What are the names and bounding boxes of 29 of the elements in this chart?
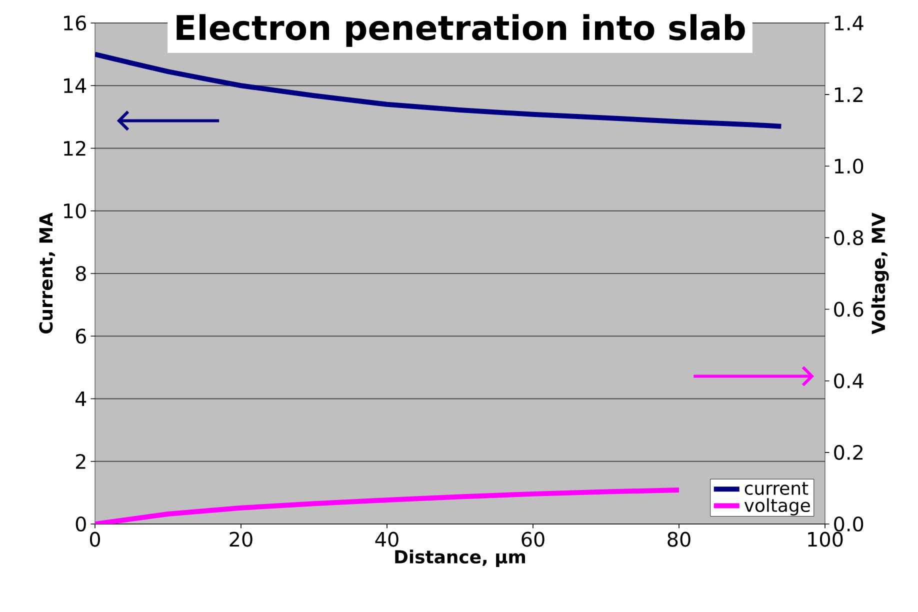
legend-label: current — [744, 482, 808, 495]
y-tick-label: 6 — [76, 328, 86, 344]
x-tick-label: 40 — [375, 532, 398, 547]
y2-tick-label: 1.0 — [834, 158, 864, 174]
y-axis-title: Current, MA — [39, 212, 56, 334]
y-tick-label: 0 — [76, 516, 86, 532]
y2-tick-label: 0.6 — [834, 302, 864, 317]
x-tick-label: 80 — [668, 532, 690, 547]
y2-tick-label: 0.8 — [834, 230, 864, 246]
legend-label: voltage — [744, 498, 810, 516]
chart-title: Electron penetration into slab — [176, 14, 745, 47]
y2-tick-label: 1.2 — [834, 87, 862, 102]
x-tick-label: 60 — [522, 532, 544, 547]
y-tick-label: 12 — [64, 140, 86, 156]
x-axis-title: Distance, µm — [395, 550, 526, 568]
y-tick-label: 10 — [64, 203, 86, 218]
y2-tick-label: 0.0 — [834, 516, 864, 532]
y-tick-label: 16 — [64, 15, 86, 31]
y2-axis-title: Voltage, MV — [871, 212, 889, 334]
y-tick-label: 2 — [76, 454, 86, 469]
y2-tick-label: 0.2 — [834, 444, 862, 460]
y-tick-label: 4 — [76, 391, 86, 406]
y-tick-label: 8 — [76, 266, 86, 282]
x-tick-label: 0 — [90, 532, 100, 547]
y2-tick-label: 1.4 — [834, 16, 864, 30]
x-tick-label: 100 — [808, 532, 843, 547]
y-tick-label: 14 — [64, 78, 86, 93]
x-tick-label: 20 — [230, 532, 252, 547]
y2-tick-label: 0.4 — [834, 373, 864, 388]
